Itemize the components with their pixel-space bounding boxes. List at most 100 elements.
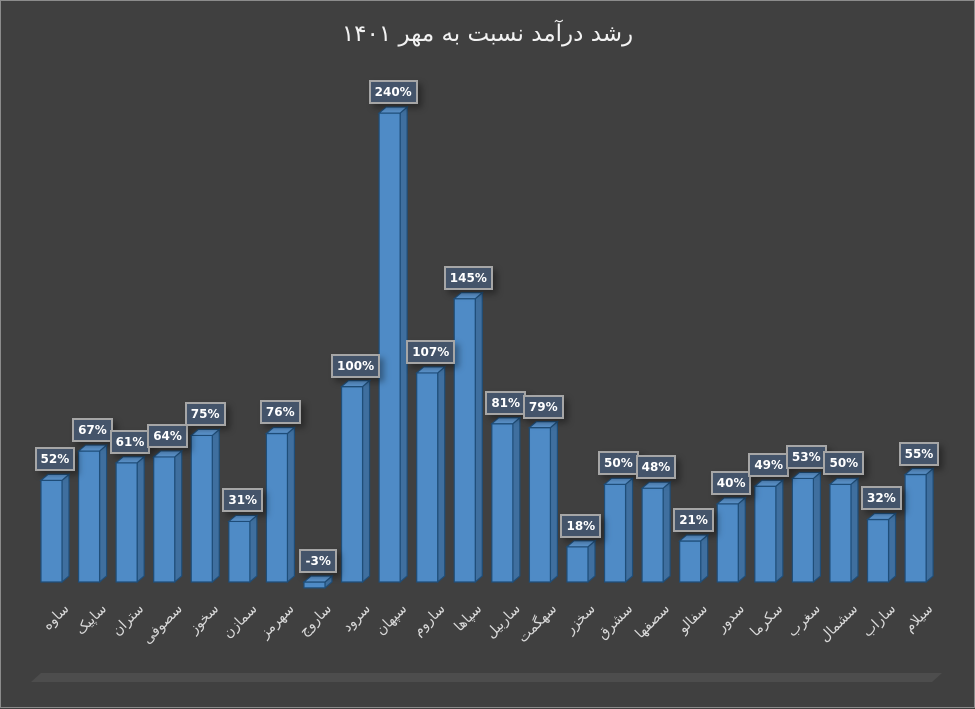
bar-top <box>903 467 935 476</box>
bar-8 <box>339 379 372 584</box>
bar-5 <box>227 514 259 584</box>
bar-front <box>566 546 589 583</box>
bar-21 <box>828 476 860 584</box>
bar-front <box>340 386 364 583</box>
data-label: 48% <box>635 455 677 480</box>
bar-front <box>77 450 101 583</box>
data-label: 40% <box>710 470 752 495</box>
data-label: 21% <box>673 507 714 532</box>
bar-front <box>378 112 401 583</box>
bar-top <box>452 292 484 300</box>
data-label: 100% <box>331 353 381 378</box>
bar-side <box>286 426 296 584</box>
bar-16 <box>640 480 672 584</box>
bar-6 <box>264 426 297 584</box>
bar-top <box>565 540 597 548</box>
bar-front <box>153 456 176 583</box>
bar-front <box>528 427 552 583</box>
bar-front <box>603 483 627 583</box>
bar-top <box>76 444 109 452</box>
bar-front <box>829 483 852 583</box>
data-label: 61% <box>109 429 151 454</box>
data-label: 55% <box>898 441 940 466</box>
bar-side <box>662 480 671 584</box>
data-label: 75% <box>184 402 226 427</box>
bar-top <box>527 421 560 429</box>
bar-side <box>136 455 145 584</box>
bar-side <box>249 514 258 584</box>
bar-top <box>302 575 334 583</box>
bar-top <box>415 366 447 374</box>
bar-side <box>587 539 596 584</box>
bar-side <box>61 473 70 584</box>
bar-1 <box>76 443 109 584</box>
bar-top <box>114 456 146 464</box>
bar-side <box>174 449 183 584</box>
bar-top <box>377 106 409 114</box>
chart-floor <box>31 673 942 682</box>
data-label: 79% <box>522 394 564 419</box>
bar-side <box>812 471 822 584</box>
bar-top <box>152 450 184 458</box>
data-label: 64% <box>147 423 188 448</box>
bar-side <box>361 379 371 584</box>
bar-front <box>416 372 439 583</box>
bar-9 <box>377 105 409 584</box>
bar-side <box>512 416 521 584</box>
bar-10 <box>415 365 447 584</box>
bar-top <box>227 514 259 523</box>
data-label: 107% <box>406 339 456 364</box>
bar-side <box>474 291 483 584</box>
bar-20 <box>790 471 823 584</box>
bar-side <box>775 478 784 584</box>
bar-front <box>866 518 890 583</box>
bar-15 <box>602 476 635 584</box>
bar-4 <box>189 428 221 584</box>
bar-front <box>190 434 213 583</box>
bar-front <box>754 485 777 583</box>
bar-top <box>678 534 710 542</box>
bar-front <box>453 298 476 583</box>
bar-front <box>904 473 927 583</box>
data-label: 145% <box>443 265 493 290</box>
bar-side <box>700 533 709 584</box>
bar-front <box>265 432 289 583</box>
bar-front <box>679 540 702 583</box>
data-label: 53% <box>785 445 827 470</box>
data-label: 49% <box>748 453 790 478</box>
data-label: 50% <box>598 451 639 476</box>
bar-2 <box>114 455 146 584</box>
data-label: -3% <box>299 549 337 573</box>
bar-top <box>865 512 898 521</box>
bar-19 <box>753 478 785 584</box>
bar-front <box>228 520 251 583</box>
bar-side <box>437 365 446 584</box>
bar-top <box>790 471 823 480</box>
data-label: 50% <box>823 451 865 476</box>
bar-front <box>491 423 514 583</box>
data-label: 76% <box>259 400 301 425</box>
bar-18 <box>715 496 747 584</box>
bar-front <box>303 581 326 589</box>
bar-side <box>887 512 897 584</box>
bar-front <box>40 479 63 583</box>
bar-front <box>716 503 739 583</box>
bar-top <box>828 477 860 485</box>
bar-top <box>490 417 522 425</box>
bar-top <box>753 479 785 487</box>
bar-3 <box>152 449 184 584</box>
bar-top <box>264 426 297 435</box>
bar-22 <box>865 512 898 584</box>
bar-23 <box>903 467 935 584</box>
bar-front <box>791 477 815 583</box>
bar-side <box>549 420 559 584</box>
bar-side <box>624 476 634 584</box>
bar-top <box>640 481 672 489</box>
data-label: 31% <box>222 488 264 513</box>
data-label: 81% <box>485 390 527 415</box>
bar-0 <box>39 473 71 584</box>
bar-side <box>98 443 108 584</box>
bar-7 <box>302 574 334 590</box>
